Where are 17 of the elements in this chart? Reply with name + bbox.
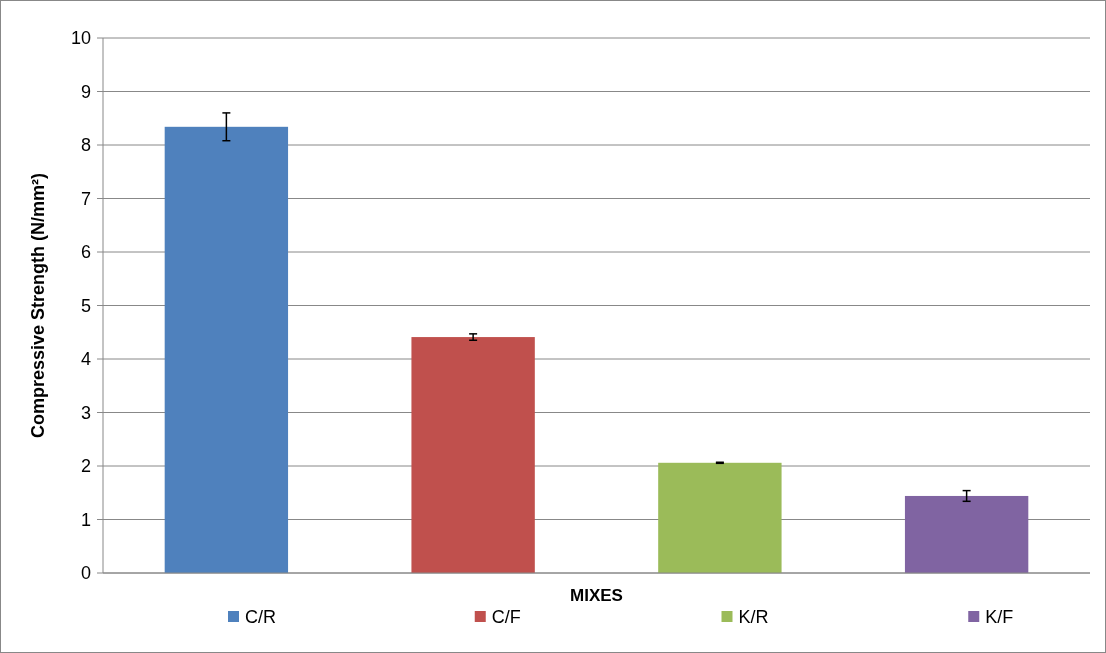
y-tick-label: 1: [80, 509, 91, 530]
y-tick-label: 5: [80, 295, 91, 316]
legend-label: C/F: [491, 607, 521, 628]
legend-label: K/R: [738, 607, 769, 628]
y-tick-label: 6: [80, 242, 91, 263]
y-tick-label: 9: [80, 81, 91, 102]
legend-label: K/F: [985, 607, 1014, 628]
y-tick-label: 3: [80, 402, 91, 423]
y-axis-title: Compressive Strength (N/mm²): [28, 172, 48, 439]
y-tick-label: 8: [80, 135, 91, 156]
y-tick-label: 2: [80, 456, 91, 477]
y-tick-label: 10: [70, 28, 91, 49]
legend-label: C/R: [245, 607, 276, 628]
y-tick-label: 7: [80, 188, 91, 209]
x-axis-title: MIXES: [570, 586, 623, 605]
y-tick-label: 4: [80, 349, 91, 370]
y-tick-label: 0: [80, 563, 91, 584]
